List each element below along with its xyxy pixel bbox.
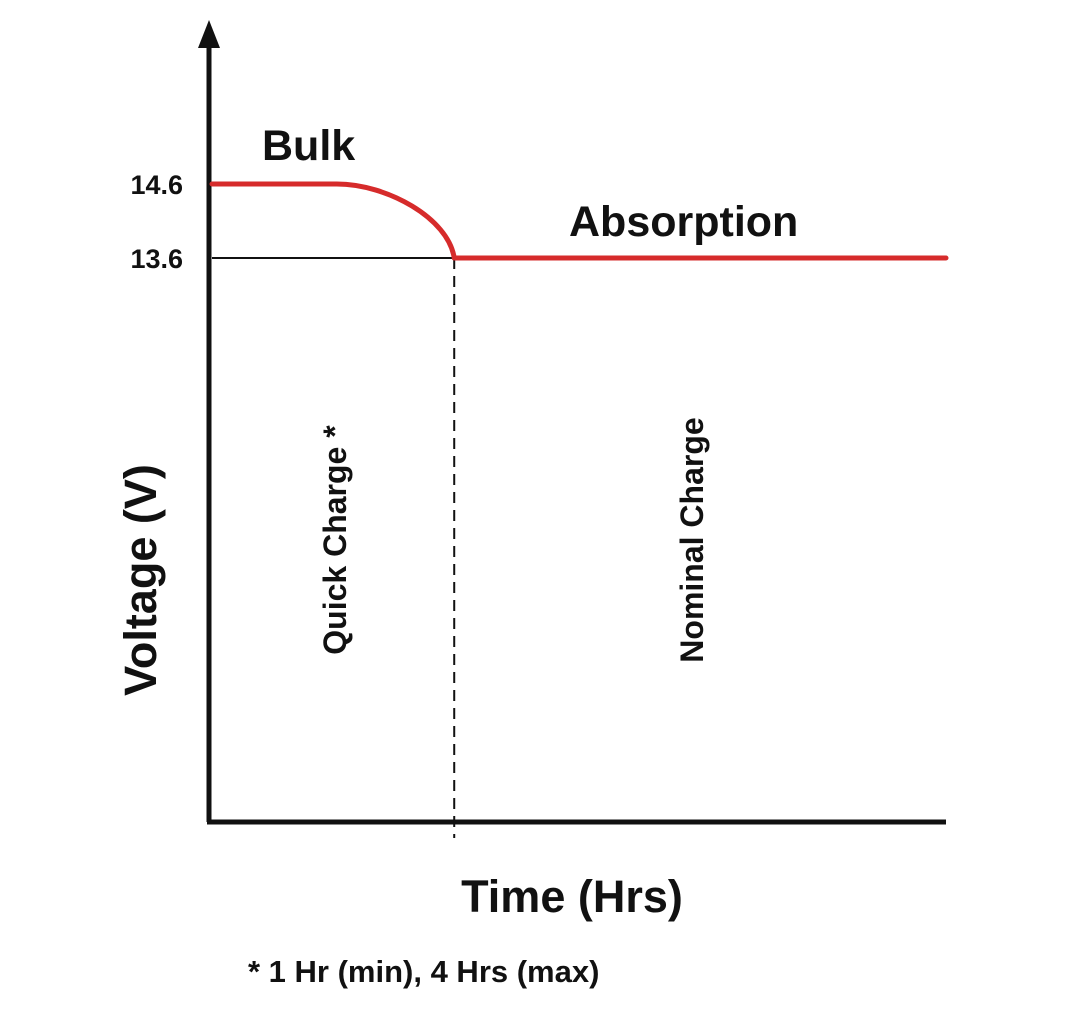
y-tick-label-14-6: 14.6 [130,170,183,200]
nominal-charge-label: Nominal Charge [674,417,710,662]
y-axis-arrow-icon [198,20,220,48]
y-tick-label-13-6: 13.6 [130,244,183,274]
y-axis-label: Voltage (V) [115,464,166,696]
voltage-curve [209,181,949,261]
bulk-label: Bulk [262,122,355,170]
quick-charge-label: Quick Charge * [317,425,353,655]
footnote: * 1 Hr (min), 4 Hrs (max) [248,954,599,989]
absorption-label: Absorption [569,198,798,246]
x-axis-label: Time (Hrs) [461,871,683,922]
